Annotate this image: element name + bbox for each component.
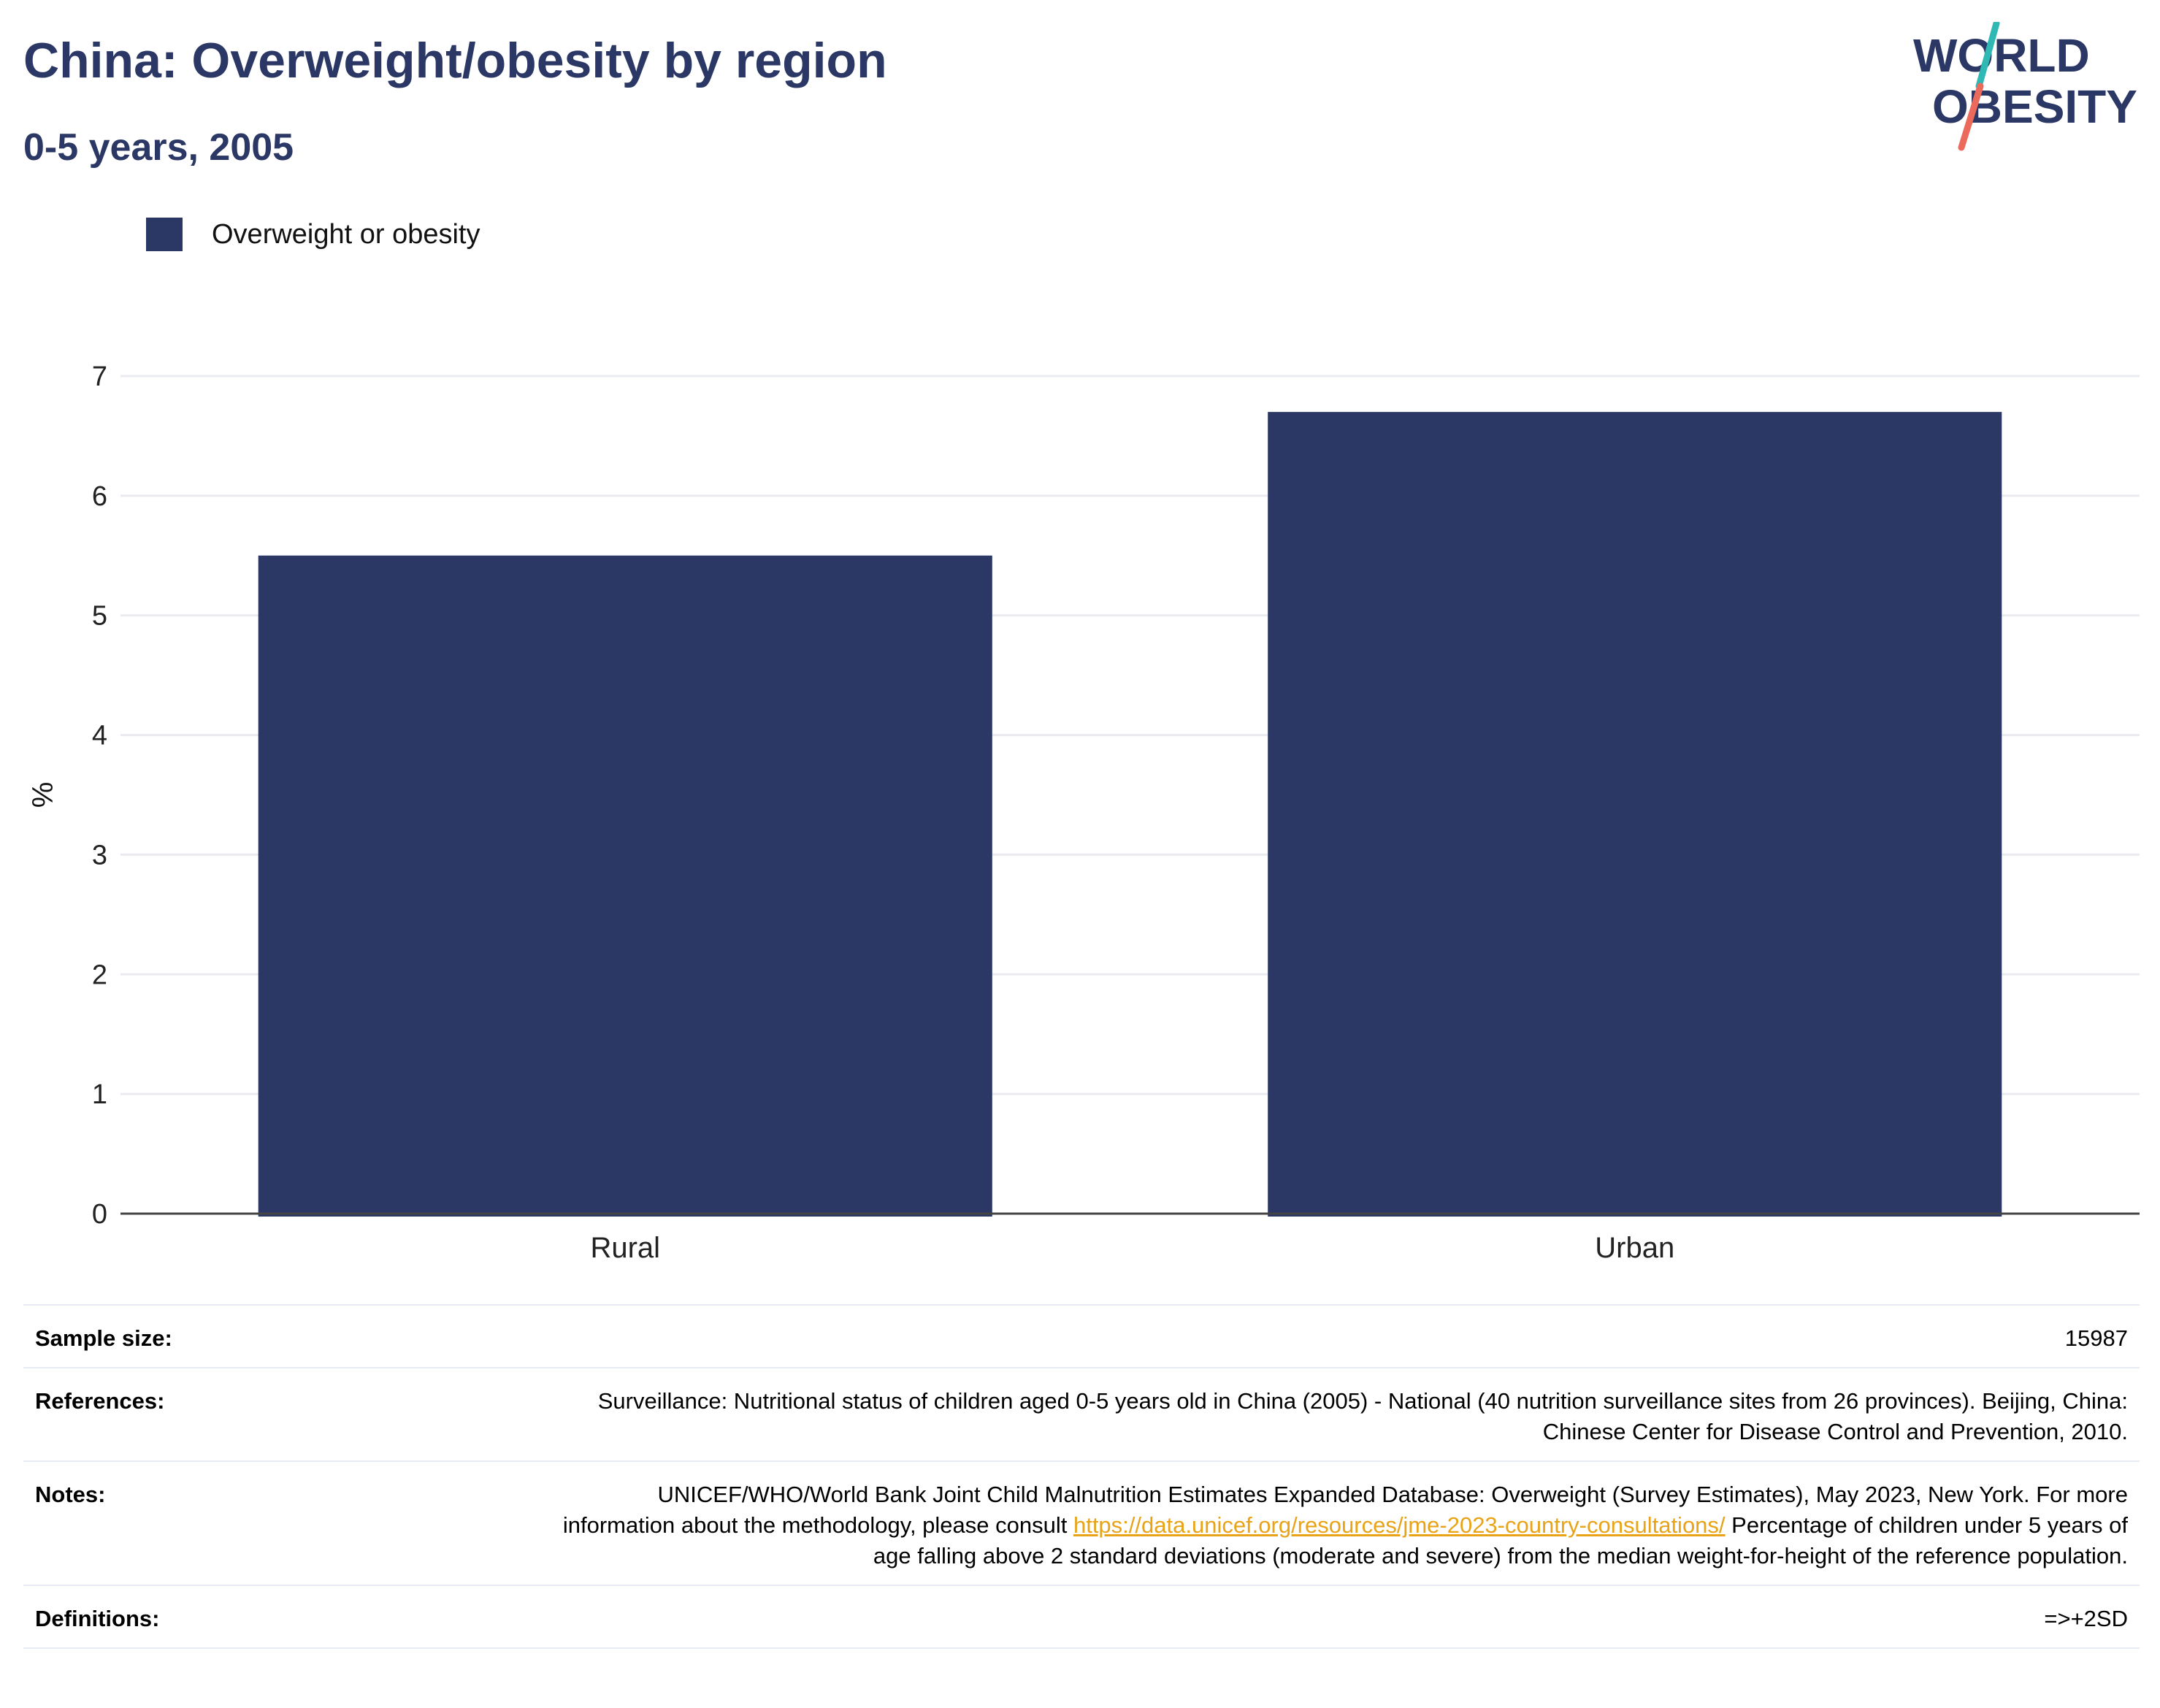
- references-label: References:: [35, 1388, 165, 1414]
- sample-size-value: 15987: [2064, 1325, 2128, 1351]
- chart-title: China: Overweight/obesity by region: [23, 33, 887, 88]
- info-row-definitions: Definitions: =>+2SD: [23, 1586, 2140, 1649]
- bar: [258, 555, 992, 1217]
- y-tick-label: 2: [92, 960, 107, 990]
- x-tick-label: Rural: [590, 1232, 660, 1264]
- logo-slash-teal: [1975, 22, 2000, 90]
- x-tick-label: Urban: [1595, 1232, 1674, 1264]
- info-row-sample-size: Sample size: 15987: [23, 1306, 2140, 1368]
- info-table: Sample size: 15987 References: Surveilla…: [23, 1304, 2140, 1649]
- logo-text-world: WORLD: [1913, 29, 2090, 82]
- references-value: Surveillance: Nutritional status of chil…: [597, 1388, 2128, 1444]
- y-tick-label: 3: [92, 840, 107, 870]
- world-obesity-logo: WORLD OBESITY: [1913, 22, 2137, 151]
- notes-link[interactable]: https://data.unicef.org/resources/jme-20…: [1073, 1512, 1726, 1538]
- notes-value: UNICEF/WHO/World Bank Joint Child Malnut…: [558, 1479, 2128, 1571]
- legend-swatch: [146, 218, 183, 251]
- y-tick-label: 0: [92, 1199, 107, 1230]
- y-tick-label: 6: [92, 481, 107, 512]
- legend-label: Overweight or obesity: [212, 218, 480, 250]
- bar-chart: 0 1 2 3 4 5 6 7% Rural Urban: [27, 361, 2140, 1264]
- notes-text-1: UNICEF/WHO/World Bank Joint Child Malnut…: [562, 1482, 2128, 1538]
- y-tick-label: 5: [92, 601, 107, 632]
- definitions-label: Definitions:: [35, 1606, 160, 1631]
- y-tick-label: 1: [92, 1079, 107, 1110]
- chart-subtitle: 0-5 years, 2005: [23, 126, 294, 169]
- y-tick-label: 7: [92, 361, 107, 392]
- bar: [1268, 412, 2002, 1217]
- sample-size-label: Sample size:: [35, 1325, 172, 1351]
- logo-text-obesity: OBESITY: [1932, 80, 2137, 133]
- chart-legend[interactable]: Overweight or obesity: [146, 218, 480, 251]
- y-tick-label: 4: [92, 721, 107, 751]
- y-axis-title: %: [27, 782, 59, 808]
- definitions-value: =>+2SD: [2044, 1606, 2128, 1631]
- info-row-references: References: Surveillance: Nutritional st…: [23, 1368, 2140, 1462]
- notes-text-2: Percentage of children under 5 years of …: [873, 1512, 2128, 1569]
- info-row-notes: Notes: UNICEF/WHO/World Bank Joint Child…: [23, 1462, 2140, 1586]
- notes-label: Notes:: [35, 1482, 106, 1507]
- logo-slash-coral: [1958, 83, 1984, 151]
